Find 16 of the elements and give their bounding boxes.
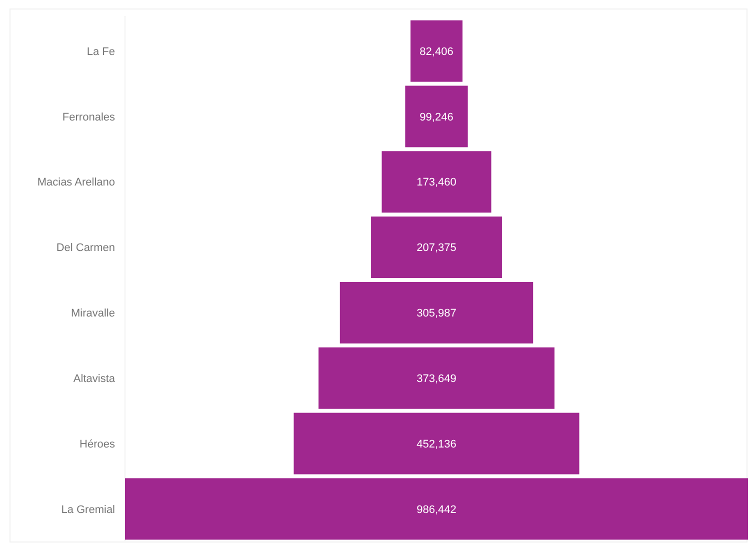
category-label: Del Carmen [56, 242, 115, 254]
data-label: 173,460 [416, 176, 456, 189]
data-label: 305,987 [416, 308, 456, 320]
data-label: 452,136 [416, 438, 456, 450]
category-label: La Gremial [61, 504, 115, 516]
category-label: Miravalle [70, 308, 115, 320]
data-label: 82,406 [420, 46, 454, 58]
category-label: Altavista [73, 372, 116, 385]
category-label: Ferronales [62, 111, 116, 124]
category-label: Macias Arellano [37, 176, 115, 189]
data-label: 99,246 [420, 111, 454, 124]
data-label: 207,375 [416, 242, 456, 254]
category-label: La Fe [86, 46, 115, 58]
data-label: 373,649 [416, 372, 456, 385]
category-label: Héroes [80, 438, 116, 450]
data-label: 986,442 [416, 504, 456, 516]
